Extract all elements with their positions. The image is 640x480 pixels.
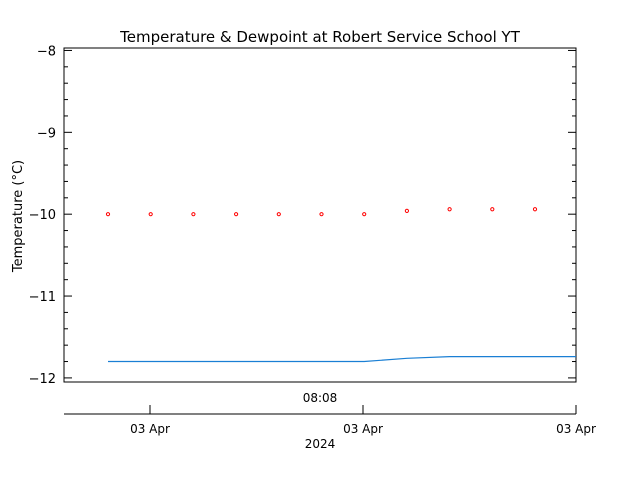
temperature-point	[234, 212, 239, 217]
temperature-point	[532, 207, 538, 212]
year-label: 2024	[305, 437, 336, 451]
temperature-point	[447, 207, 452, 212]
temperature-point	[148, 212, 153, 217]
temperature-point	[276, 212, 281, 217]
y-tick-label: −12	[29, 372, 56, 387]
dewpoint-line	[108, 356, 576, 363]
y-axis-label: Temperature (°C)	[11, 160, 26, 273]
date-tick-label: 03 Apr	[343, 422, 383, 436]
y-tick-label: −11	[29, 290, 56, 305]
series-layer	[105, 207, 576, 363]
date-tick-label: 03 Apr	[130, 422, 170, 436]
time-label: 08:08	[303, 391, 338, 405]
temperature-point	[362, 212, 367, 217]
temperature-point	[490, 207, 495, 212]
plot-frame	[63, 47, 577, 383]
chart-title: Temperature & Dewpoint at Robert Service…	[119, 28, 521, 46]
temperature-point	[319, 212, 324, 217]
temperature-point	[404, 208, 409, 214]
x-ticks	[149, 405, 577, 414]
y-tick-label: −9	[37, 126, 56, 141]
y-ticks: −8 −9 −10 −11 −12	[29, 44, 576, 387]
date-tick-label: 03 Apr	[556, 422, 596, 436]
y-tick-label: −10	[29, 208, 56, 223]
y-tick-label: −8	[37, 44, 56, 59]
temperature-point	[105, 212, 111, 217]
temperature-point	[191, 212, 196, 217]
